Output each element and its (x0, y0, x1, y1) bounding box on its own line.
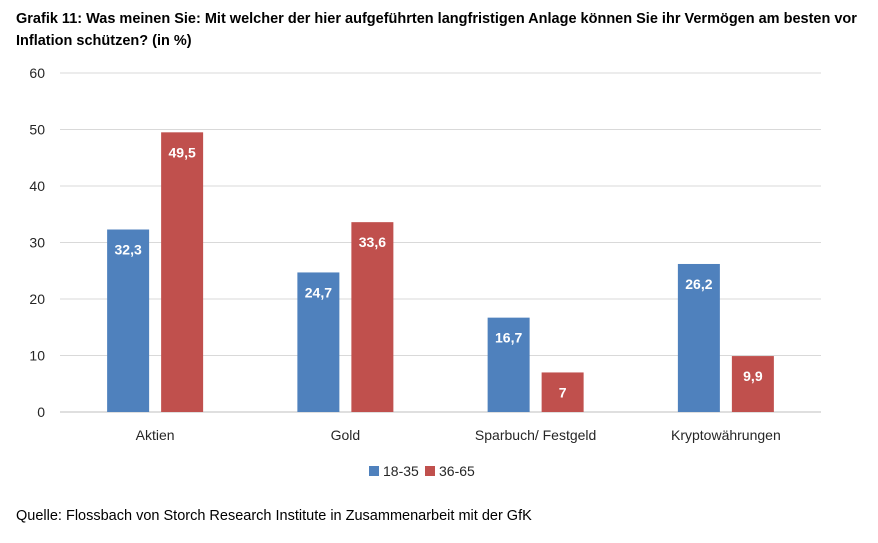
bar-18-35-1 (297, 272, 340, 412)
x-category-label: Aktien (136, 427, 175, 443)
y-tick-label: 0 (37, 404, 45, 420)
y-tick-label: 20 (29, 291, 45, 307)
data-labels: 32,3 49,5 24,7 33,6 16,7 7 26,2 9,9 (115, 144, 763, 400)
legend-swatch-36-65 (425, 466, 435, 476)
legend-label: 36-65 (439, 463, 475, 479)
x-category-label: Sparbuch/ Festgeld (475, 427, 596, 443)
data-label: 7 (559, 384, 567, 400)
bar-36-65-3 (731, 356, 774, 412)
bar-18-35-3 (677, 263, 720, 412)
bar-36-65-2 (541, 372, 584, 412)
y-tick-label: 40 (29, 178, 45, 194)
data-label: 16,7 (495, 330, 522, 346)
data-label: 26,2 (685, 276, 712, 292)
y-axis-ticks: 0 10 20 30 40 50 60 (29, 65, 45, 420)
data-label: 49,5 (169, 144, 196, 160)
bar-36-65-0 (161, 132, 204, 412)
y-tick-label: 30 (29, 235, 45, 251)
y-tick-label: 50 (29, 122, 45, 138)
legend-label: 18-35 (383, 463, 419, 479)
bar-18-35-2 (487, 317, 530, 412)
source-note: Quelle: Flossbach von Storch Research In… (16, 508, 532, 524)
x-category-label: Gold (331, 427, 361, 443)
x-axis-categories: Aktien Gold Sparbuch/ Festgeld Kryptowährun… (136, 427, 781, 443)
data-label: 24,7 (305, 284, 332, 300)
y-tick-label: 60 (29, 65, 45, 81)
legend: 18-35 36-65 (369, 463, 475, 479)
data-label: 32,3 (115, 242, 142, 258)
bars (107, 132, 774, 412)
data-label: 33,6 (359, 234, 386, 250)
bar-36-65-1 (351, 222, 394, 412)
x-category-label: Kryptowährungen (671, 427, 781, 443)
chart-title: Grafik 11: Was meinen Sie: Mit welcher d… (16, 11, 857, 49)
bar-18-35-0 (107, 229, 150, 412)
data-label: 9,9 (743, 368, 763, 384)
y-tick-label: 10 (29, 348, 45, 364)
legend-swatch-18-35 (369, 466, 379, 476)
